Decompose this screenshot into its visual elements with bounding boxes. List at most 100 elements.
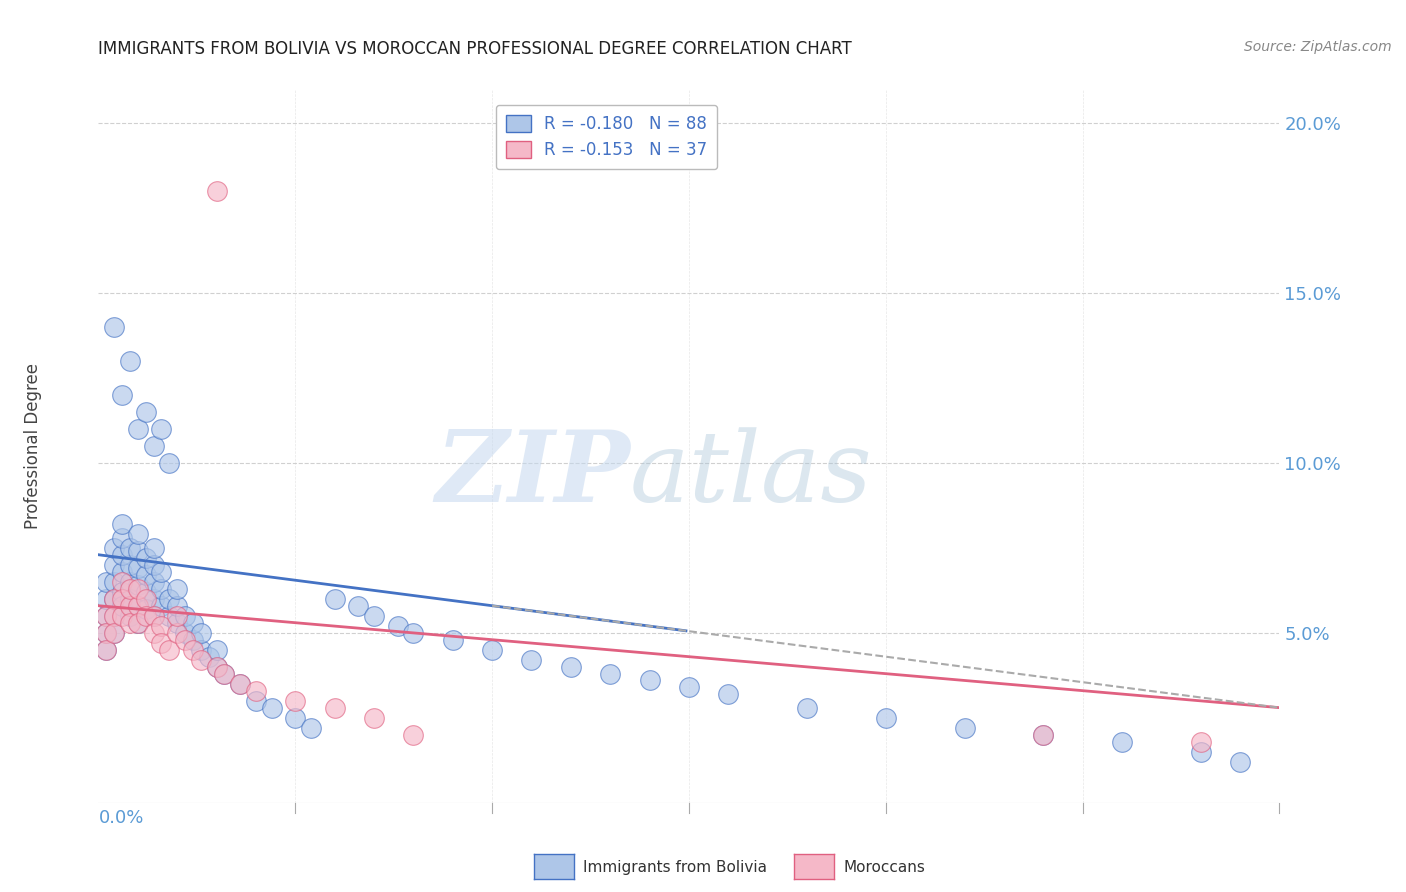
Point — [150, 599, 173, 613]
Point — [1032, 728, 1054, 742]
Point — [103, 608, 125, 623]
Point — [190, 626, 212, 640]
Point — [111, 531, 134, 545]
Point — [142, 574, 165, 589]
Point — [118, 608, 141, 623]
Point — [157, 643, 180, 657]
Point — [150, 619, 173, 633]
Legend: R = -0.180   N = 88, R = -0.153   N = 37: R = -0.180 N = 88, R = -0.153 N = 37 — [495, 104, 717, 169]
Point — [142, 608, 165, 623]
Point — [103, 591, 125, 606]
Point — [157, 608, 180, 623]
Point — [481, 643, 503, 657]
Point — [174, 626, 197, 640]
Point — [560, 660, 582, 674]
Point — [118, 615, 141, 630]
Point — [1189, 734, 1212, 748]
Point — [953, 721, 976, 735]
Point — [118, 558, 141, 572]
Point — [205, 660, 228, 674]
Text: IMMIGRANTS FROM BOLIVIA VS MOROCCAN PROFESSIONAL DEGREE CORRELATION CHART: IMMIGRANTS FROM BOLIVIA VS MOROCCAN PROF… — [98, 40, 852, 58]
Point — [638, 673, 661, 688]
Point — [323, 700, 346, 714]
Point — [111, 599, 134, 613]
Point — [127, 561, 149, 575]
Point — [229, 677, 252, 691]
Point — [142, 541, 165, 555]
Point — [127, 527, 149, 541]
Point — [205, 643, 228, 657]
Point — [520, 653, 543, 667]
Point — [875, 711, 897, 725]
Point — [103, 608, 125, 623]
Point — [205, 660, 228, 674]
Point — [96, 643, 118, 657]
Point — [127, 422, 149, 436]
Point — [150, 422, 173, 436]
Point — [103, 591, 125, 606]
Point — [181, 615, 204, 630]
Point — [135, 591, 157, 606]
Point — [181, 643, 204, 657]
Point — [363, 608, 385, 623]
Point — [157, 456, 180, 470]
Point — [118, 582, 141, 596]
Point — [387, 619, 409, 633]
Point — [197, 649, 219, 664]
Point — [142, 591, 165, 606]
Point — [717, 687, 740, 701]
Point — [323, 591, 346, 606]
Point — [127, 599, 149, 613]
Point — [96, 591, 118, 606]
Point — [96, 574, 118, 589]
Point — [103, 541, 125, 555]
Point — [103, 558, 125, 572]
Point — [796, 700, 818, 714]
Point — [96, 626, 118, 640]
Point — [402, 626, 425, 640]
Point — [118, 574, 141, 589]
Point — [111, 388, 134, 402]
Point — [245, 694, 267, 708]
Point — [1111, 734, 1133, 748]
Point — [166, 599, 188, 613]
Point — [1229, 755, 1251, 769]
Point — [111, 585, 134, 599]
Point — [103, 320, 125, 334]
Point — [127, 615, 149, 630]
Text: Immigrants from Bolivia: Immigrants from Bolivia — [583, 860, 768, 874]
Point — [190, 643, 212, 657]
Point — [441, 632, 464, 647]
Point — [103, 626, 125, 640]
Text: atlas: atlas — [630, 427, 873, 522]
Point — [111, 517, 134, 532]
Point — [103, 574, 125, 589]
Point — [127, 599, 149, 613]
Point — [96, 626, 118, 640]
Point — [127, 615, 149, 630]
Point — [245, 683, 267, 698]
Point — [111, 591, 134, 606]
Text: ZIP: ZIP — [434, 426, 630, 523]
Point — [157, 591, 180, 606]
Point — [150, 565, 173, 579]
Point — [166, 615, 188, 630]
Point — [135, 568, 157, 582]
Point — [111, 565, 134, 579]
Point — [678, 680, 700, 694]
Point — [174, 608, 197, 623]
Point — [118, 354, 141, 368]
Point — [284, 711, 307, 725]
Point — [142, 558, 165, 572]
Point — [284, 694, 307, 708]
Point — [599, 666, 621, 681]
Point — [127, 578, 149, 592]
Point — [166, 626, 188, 640]
Point — [96, 608, 118, 623]
Point — [111, 574, 134, 589]
Point — [150, 582, 173, 596]
Point — [174, 632, 197, 647]
Point — [260, 700, 283, 714]
Point — [96, 608, 118, 623]
Point — [402, 728, 425, 742]
